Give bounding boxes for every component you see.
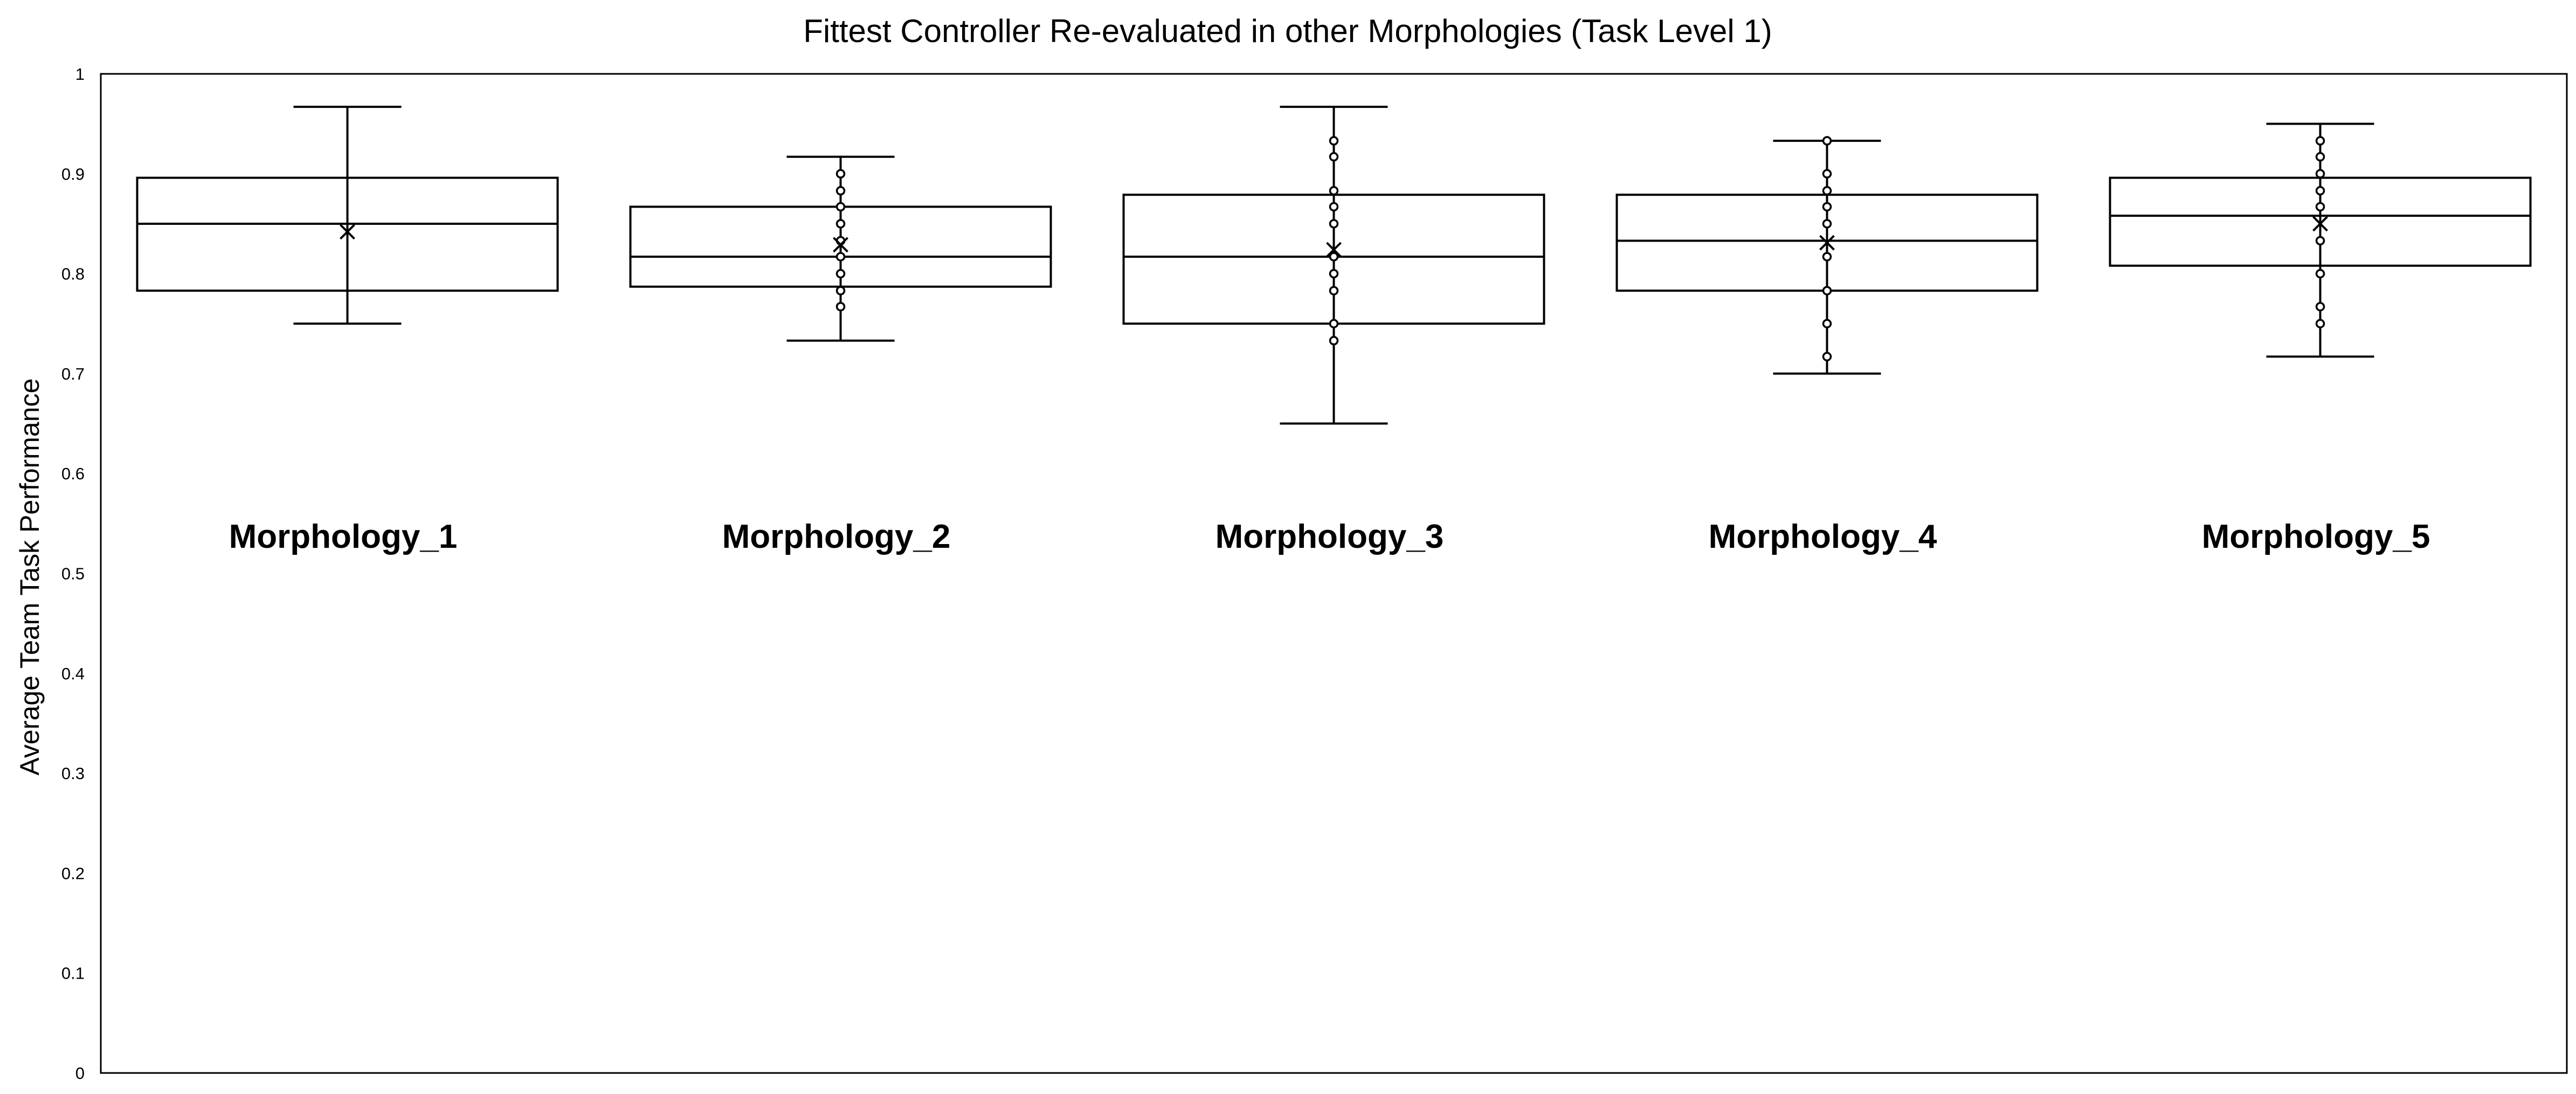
y-tick-label: 0.6 [61,464,85,483]
y-tick-label: 0.9 [61,164,85,183]
data-point [1822,319,1832,328]
data-point [1822,136,1832,146]
chart-title: Fittest Controller Re-evaluated in other… [803,13,1772,49]
data-point [1822,352,1832,362]
data-point [2315,152,2325,162]
data-point [835,301,846,312]
mean-marker [833,237,848,253]
y-tick-label: 0.2 [61,864,85,883]
data-point [2315,319,2325,328]
y-tick-label: 1 [75,65,85,84]
data-point [835,269,846,279]
y-tick-label: 0.7 [61,364,85,383]
y-tick-label: 0.1 [61,964,85,983]
data-point [1822,169,1832,179]
data-point [2315,202,2325,212]
y-tick-label: 0 [75,1064,85,1083]
data-point [1329,336,1339,346]
plot-area [100,73,2568,1074]
data-point [835,286,846,295]
category-label: Morphology_4 [1709,518,1937,555]
data-point [2315,186,2325,196]
mean-marker [1326,242,1342,258]
y-tick-label: 0.3 [61,764,85,783]
y-tick-label: 0.8 [61,265,85,284]
box-group [2109,122,2532,358]
mean-marker [2312,216,2328,232]
data-point [1329,269,1339,279]
category-label: Morphology_3 [1216,518,1444,555]
box-group [1122,106,1545,425]
y-tick-label: 0.5 [61,565,85,583]
data-point [2315,136,2325,146]
data-point [1329,186,1339,196]
data-point [835,252,846,262]
y-axis-ticks: 0 0.1 0.2 0.3 0.4 0.5 0.6 0.7 0.8 0.9 1 [61,65,85,1083]
data-point [2315,301,2325,312]
data-point [1329,319,1339,328]
data-point [2315,169,2325,179]
data-point [1822,286,1832,295]
box-series [136,106,2532,425]
box-group [136,106,559,325]
box-group [1615,136,2039,375]
data-point [835,202,846,212]
data-point [1329,202,1339,212]
category-labels: Morphology_1 Morphology_2 Morphology_3 Morp… [229,518,2430,555]
mean-marker [340,224,355,240]
data-point [835,169,846,179]
category-label: Morphology_1 [229,518,458,555]
data-point [2315,236,2325,246]
data-point [1329,286,1339,295]
box-group [629,155,1052,342]
y-axis-label: Average Team Task Performance [15,379,45,776]
data-point [1822,186,1832,196]
data-point [1329,136,1339,146]
data-point [1329,252,1339,262]
data-point [1822,252,1832,262]
mean-marker [1819,235,1835,251]
y-tick-label: 0.4 [61,664,85,683]
data-point [835,219,846,229]
data-point [1329,152,1339,162]
data-point [2315,269,2325,279]
category-label: Morphology_5 [2202,518,2430,555]
category-label: Morphology_2 [722,518,951,555]
data-point [1329,219,1339,229]
data-point [835,186,846,196]
data-point [1822,202,1832,212]
data-point [1822,219,1832,229]
